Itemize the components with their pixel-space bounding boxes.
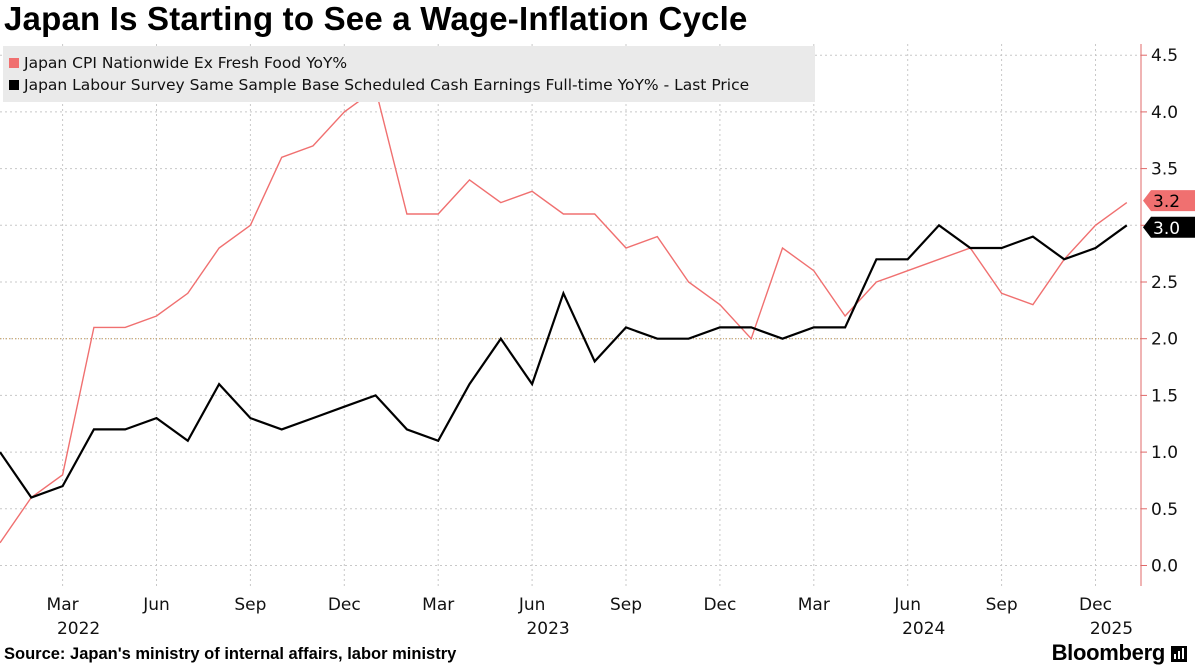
bloomberg-logo: Bloomberg <box>1051 640 1166 665</box>
x-tick-label-month: Mar <box>47 595 79 615</box>
y-tick-label: 4.5 <box>1151 46 1178 66</box>
legend-label-wages: Japan Labour Survey Same Sample Base Sch… <box>24 76 750 94</box>
x-axis: Mar 2022 Jun Sep Dec Mar Jun 2023 Sep Dec Mar Jun 20… <box>47 595 1134 639</box>
x-tick-label-year: 2025 <box>1090 619 1133 639</box>
y-tick-label: 4.0 <box>1151 103 1178 123</box>
legend-swatch-wages <box>9 80 19 90</box>
x-tick-label-month: Jun <box>142 595 170 615</box>
grid-lines <box>0 44 1141 586</box>
y-tick-label: 2.5 <box>1151 273 1178 293</box>
chart-title: Japan Is Starting to See a Wage-Inflatio… <box>4 0 748 37</box>
x-tick-label-month: Mar <box>798 595 830 615</box>
series-lines <box>0 88 1128 544</box>
x-tick-label-month: Mar <box>422 595 454 615</box>
last-value-tag-cpi <box>1143 190 1195 212</box>
y-tick-label: 3.5 <box>1151 160 1178 180</box>
y-tick-label: 1.5 <box>1151 386 1178 406</box>
bloomberg-terminal-icon <box>1171 646 1187 662</box>
last-value-label-wages: 3.0 <box>1153 219 1180 239</box>
x-tick-label-month: Sep <box>986 595 1018 615</box>
legend-swatch-cpi <box>9 58 19 68</box>
y-tick-label: 1.0 <box>1151 443 1178 463</box>
series-line-wages <box>0 223 1128 499</box>
x-tick-label-month: Sep <box>234 595 266 615</box>
legend-label-cpi: Japan CPI Nationwide Ex Fresh Food YoY% <box>24 54 348 72</box>
series-line-cpi <box>0 88 1128 544</box>
x-tick-label-year: 2024 <box>902 619 945 639</box>
y-axis: 0.0 0.5 1.0 1.5 2.0 2.5 3.0 3.5 4.0 4.5 <box>1140 44 1178 586</box>
source-note: Source: Japan's ministry of internal aff… <box>4 645 457 663</box>
y-tick-label: 0.0 <box>1151 557 1178 577</box>
x-tick-label-year: 2023 <box>526 619 569 639</box>
legend: Japan CPI Nationwide Ex Fresh Food YoY% … <box>3 46 815 102</box>
x-tick-label-year: 2022 <box>57 619 100 639</box>
legend-item-wages: Japan Labour Survey Same Sample Base Sch… <box>9 76 749 94</box>
last-value-label-cpi: 3.2 <box>1153 192 1180 212</box>
x-tick-label-month: Dec <box>328 595 361 615</box>
x-tick-label-month: Dec <box>1079 595 1112 615</box>
x-tick-label-month: Sep <box>610 595 642 615</box>
y-tick-label: 2.0 <box>1151 330 1178 350</box>
x-tick-label-month: Dec <box>703 595 736 615</box>
legend-item-cpi: Japan CPI Nationwide Ex Fresh Food YoY% <box>9 54 347 72</box>
x-tick-label-month: Jun <box>893 595 921 615</box>
x-tick-label-month: Jun <box>518 595 546 615</box>
y-tick-label: 0.5 <box>1151 500 1178 520</box>
last-value-tags: 3.23.0 <box>1143 190 1195 239</box>
last-value-tag-wages <box>1143 216 1195 238</box>
